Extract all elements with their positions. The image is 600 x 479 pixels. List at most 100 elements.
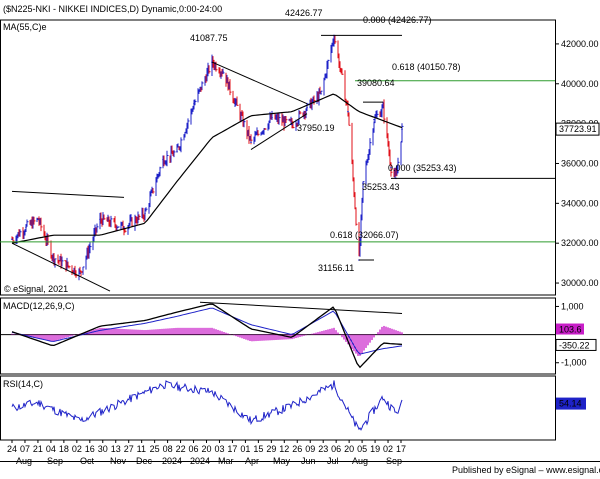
price-point (123, 226, 125, 229)
x-day-label: 17 (227, 444, 237, 454)
x-month-label: 2024 (162, 456, 182, 466)
price-annotation: 0.618 (40150.78) (392, 62, 461, 72)
price-point (382, 106, 384, 109)
macd-y-tick-label: -1,000 (561, 358, 587, 368)
x-day-label: 24 (7, 444, 17, 454)
price-point (222, 71, 224, 73)
price-y-tick-label: 36000.00 (561, 158, 599, 168)
price-point (37, 218, 39, 221)
x-day-label: 05 (357, 444, 367, 454)
x-day-label: 16 (85, 444, 95, 454)
x-month-label: Mar (218, 456, 234, 466)
trendline-wedge-upper (211, 61, 308, 105)
x-day-label: 01 (240, 444, 250, 454)
price-annotation: 41087.75 (190, 33, 228, 43)
x-day-label: 30 (98, 444, 108, 454)
x-day-label: 22 (176, 444, 186, 454)
price-point (144, 212, 146, 215)
x-day-label: 08 (163, 444, 173, 454)
price-y-tick-label: 30000.00 (561, 278, 599, 288)
x-day-label: 20 (344, 444, 354, 454)
x-day-label: 02 (72, 444, 82, 454)
x-day-label: 29 (266, 444, 276, 454)
macd-value-label: 103.6 (559, 325, 582, 335)
price-annotation: 0.000 (42426.77) (363, 15, 432, 25)
x-month-label: Apr (245, 456, 259, 466)
price-annotation: 42426.77 (285, 8, 323, 18)
x-day-label: 26 (292, 444, 302, 454)
x-day-label: 12 (279, 444, 289, 454)
rsi-title: RSI(14,C) (3, 379, 43, 389)
price-point (291, 123, 293, 126)
x-day-label: 25 (150, 444, 160, 454)
rsi-line (11, 380, 403, 431)
x-day-label: 07 (20, 444, 30, 454)
x-day-label: 20 (202, 444, 212, 454)
x-day-label: 27 (124, 444, 134, 454)
rsi-value-badge (556, 397, 586, 410)
rsi-panel-frame (0, 375, 556, 441)
ma-55-line (11, 93, 403, 244)
trendline-upper (11, 190, 125, 198)
macd-divergence-line (199, 301, 403, 314)
x-month-label: Jun (301, 456, 316, 466)
price-annotation: 0.000 (35253.43) (388, 163, 457, 173)
price-point (347, 110, 349, 113)
x-month-label: Aug (16, 456, 32, 466)
x-month-label: Sep (386, 456, 402, 466)
macd-signal-badge (555, 338, 597, 351)
x-day-label: 06 (331, 444, 341, 454)
price-point (401, 128, 403, 130)
price-panel-frame (0, 19, 556, 296)
price-point (390, 166, 392, 169)
trendline-wedge-lower (250, 113, 308, 150)
x-month-label: 2024 (190, 456, 210, 466)
x-month-label: Sep (47, 456, 63, 466)
price-y-tick-label: 34000.00 (561, 198, 599, 208)
x-month-label: Aug (352, 456, 368, 466)
x-month-label: May (273, 456, 291, 466)
price-point (193, 102, 195, 105)
chart-title: ($N225-NKI - NIKKEI INDICES,D) Dynamic,0… (3, 4, 222, 14)
copyright-text: © eSignal, 2021 (4, 284, 68, 294)
macd-signal-label: -350.22 (559, 340, 590, 350)
trendline-lower (11, 242, 111, 292)
x-day-label: 18 (59, 444, 69, 454)
price-y-tick-label: 42000.00 (561, 39, 599, 49)
price-point (320, 92, 322, 95)
x-day-label: 21 (33, 444, 43, 454)
price-point (250, 141, 252, 143)
x-day-label: 06 (189, 444, 199, 454)
price-point (362, 182, 364, 185)
price-y-tick-label: 40000.00 (561, 79, 599, 89)
macd-value-badge (556, 323, 584, 335)
price-point (306, 106, 308, 109)
x-day-label: 15 (253, 444, 263, 454)
macd-line (11, 303, 403, 369)
last-value-badge (555, 122, 600, 136)
price-point (99, 218, 101, 221)
price-point (25, 226, 27, 229)
x-month-label: Dec (136, 456, 153, 466)
price-annotation: 0.618 (32066.07) (330, 230, 399, 240)
macd-y-tick-label: 1,000 (561, 301, 584, 311)
price-point (162, 158, 164, 161)
x-day-label: 19 (370, 444, 380, 454)
x-day-label: 09 (305, 444, 315, 454)
x-month-label: Oct (80, 456, 95, 466)
macd-title: MACD(12,26,9,C) (3, 301, 75, 311)
price-point (79, 272, 81, 274)
rsi-value-label: 54.14 (559, 399, 582, 409)
x-month-label: Nov (110, 456, 127, 466)
price-bars (11, 35, 404, 281)
price-point (373, 118, 375, 121)
x-day-label: 23 (318, 444, 328, 454)
price-point (11, 238, 13, 241)
x-day-label: 04 (46, 444, 56, 454)
x-day-label: 13 (111, 444, 121, 454)
price-y-tick-label: 32000.00 (561, 238, 599, 248)
macd-panel-frame (0, 297, 556, 375)
price-point (271, 116, 273, 119)
price-annotation: 37950.19 (297, 123, 335, 133)
